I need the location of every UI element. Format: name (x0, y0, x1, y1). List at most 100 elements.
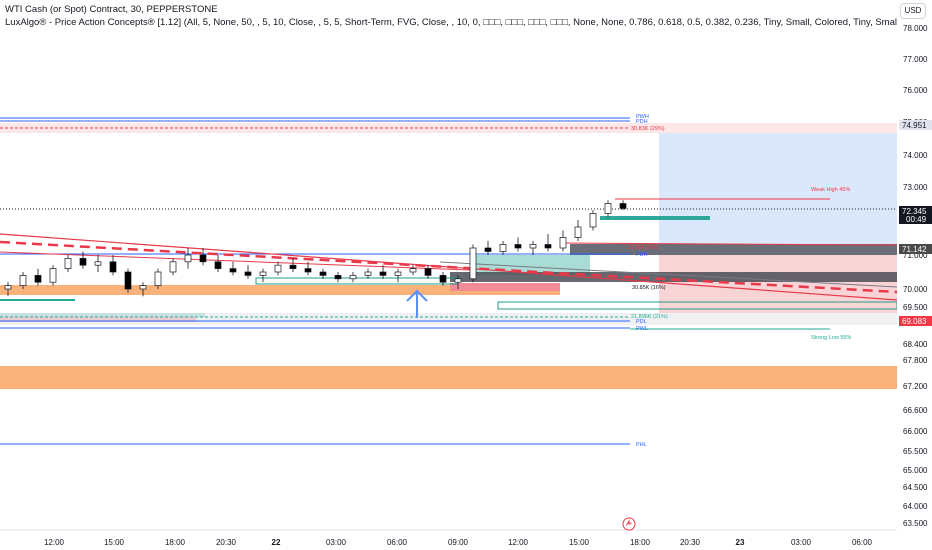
fib-zone-grey (0, 313, 897, 325)
price-badge (899, 120, 932, 130)
indicator-legend[interactable]: LuxAlgo® - Price Action Concepts® [1.12]… (5, 17, 897, 28)
candle-body (199, 254, 207, 263)
price-tick-label: 69.500 (903, 303, 928, 312)
price-badge-label: 74.951 (902, 121, 927, 130)
grey-zone-1 (570, 244, 897, 255)
price-tick-label: 64.500 (903, 483, 928, 492)
time-tick-label: 06:00 (387, 538, 408, 547)
volume-top-label: 30.83K (29%) (631, 126, 665, 132)
price-tick-label: 77.000 (903, 55, 928, 64)
price-badge-label: 72.345 (902, 207, 927, 216)
price-tick-label: 71.000 (903, 251, 928, 260)
price-tick-label: 65.000 (903, 466, 928, 475)
candle-body (484, 247, 492, 252)
candle-body (439, 275, 447, 283)
candle-body (334, 275, 342, 280)
time-tick-label: 20:30 (680, 538, 701, 547)
candle-body (529, 244, 537, 249)
time-tick-label: 15:00 (569, 538, 590, 547)
price-axis[interactable]: 78.00077.00076.00075.00074.00073.00072.0… (897, 0, 932, 530)
red-zone-2 (450, 283, 560, 291)
time-tick-label: 15:00 (104, 538, 125, 547)
candle-body (94, 261, 102, 266)
price-badge (899, 206, 932, 224)
price-tick-label: 64.000 (903, 502, 928, 511)
candle-body (409, 268, 417, 273)
weak-high-label: Weak High 45% (811, 187, 850, 193)
price-badge-countdown: 00:49 (906, 215, 927, 224)
candle-body (79, 258, 87, 266)
replay-icon[interactable] (622, 517, 636, 531)
annotations: PWH PDH 30.83K (29%) Weak High 45% PDH 1… (628, 114, 851, 448)
price-tick-label: 65.500 (903, 447, 928, 456)
price-tick-label: 66.600 (903, 406, 928, 415)
candle-body (394, 271, 402, 276)
candle-body (274, 264, 282, 273)
price-badge-label: 71.142 (902, 245, 927, 254)
price-tick-label: 74.000 (903, 151, 928, 160)
candles (4, 200, 627, 297)
candle-body (169, 261, 177, 273)
candle-body (154, 271, 162, 286)
candle-body (184, 254, 192, 263)
strong-low-label: Strong Low 55% (811, 335, 851, 341)
volume-zone-top (0, 123, 897, 133)
time-tick-label: 09:00 (448, 538, 469, 547)
time-tick-label: 22 (272, 538, 281, 547)
candle-body (379, 271, 387, 276)
price-tick-label: 63.500 (903, 519, 928, 528)
candle-body (4, 285, 12, 290)
pwl-label: PWL (636, 326, 648, 332)
candle-body (424, 268, 432, 276)
candle-body (514, 244, 522, 249)
teal-outline-zone-2 (255, 277, 459, 285)
time-tick-label: 03:00 (326, 538, 347, 547)
candle-body (574, 226, 582, 238)
candle-body (454, 278, 462, 283)
trend-lines (0, 233, 898, 301)
background-zones (0, 123, 898, 389)
time-tick-label: 18:00 (630, 538, 651, 547)
price-tick-label: 73.000 (903, 183, 928, 192)
price-badge (899, 244, 932, 254)
grey-zone-2 (450, 272, 897, 282)
pdh-top-label: PDH (636, 119, 648, 125)
candle-body (64, 258, 72, 269)
stop-zone-red (659, 253, 897, 313)
currency-button[interactable]: USD (900, 3, 926, 19)
price-badge (899, 316, 932, 326)
vol-low-label: 21.896K (21%) (631, 314, 668, 320)
price-tick-label: 68.400 (903, 340, 928, 349)
candle-body (559, 237, 567, 249)
price-tick-label: 67.800 (903, 356, 928, 365)
candle-body (499, 244, 507, 252)
level-lines (0, 117, 897, 445)
price-tick-label: 67.200 (903, 382, 928, 391)
price-tick-label: 70.000 (903, 285, 928, 294)
pwh-label: PWH (636, 114, 649, 120)
mid-vol2-label: 30.85K (16%) (632, 285, 666, 291)
time-tick-label: 18:00 (165, 538, 186, 547)
target-zone-blue (659, 133, 897, 253)
candle-body (229, 268, 237, 273)
candle-body (289, 264, 297, 269)
time-tick-label: 12:00 (44, 538, 65, 547)
time-axis[interactable]: 12:00 15:00 18:00 20:30 22 03:00 06:00 09:00 12:… (0, 529, 932, 550)
time-tick-label: 03:00 (791, 538, 812, 547)
time-tick-label: 23 (736, 538, 745, 547)
trendline-red-4 (559, 242, 898, 246)
trendline-red-3 (0, 251, 471, 271)
candle-body (259, 271, 267, 276)
time-tick-label: 06:00 (852, 538, 873, 547)
time-tick-label: 12:00 (508, 538, 529, 547)
orange-zone-2 (0, 366, 897, 389)
trendline-grey (439, 261, 898, 288)
orange-zone-1 (0, 285, 560, 295)
candle-body (619, 203, 627, 209)
candle-body (139, 285, 147, 290)
candle-body (349, 275, 357, 280)
candle-body (364, 271, 372, 276)
candle-body (604, 203, 612, 214)
candle-body (469, 247, 477, 280)
